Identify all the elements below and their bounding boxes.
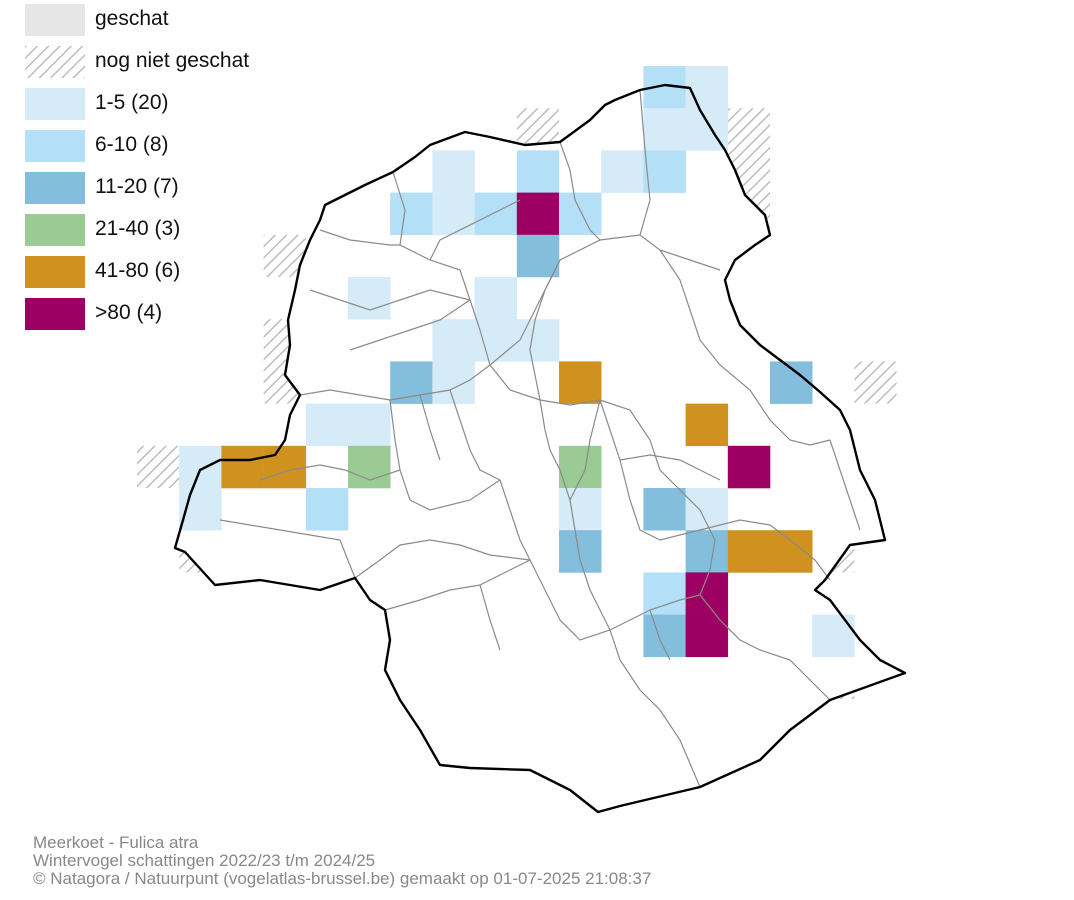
abundance-square [643,488,686,531]
abundance-square [432,192,475,236]
abundance-square [559,445,602,489]
period-text: Wintervogel schattingen 2022/23 t/m 2024… [33,851,376,870]
abundance-square [643,150,686,193]
legend-item-11-20: 11-20 (7) [25,172,345,204]
legend-item-6-10: 6-10 (8) [25,130,345,162]
legend-label: 11-20 (7) [95,175,179,198]
legend-swatch [25,4,85,36]
species-name: Meerkoet - Fulica atra [33,833,199,852]
legend-label: 41-80 (6) [95,259,181,282]
abundance-square [474,192,518,236]
abundance-square [643,572,686,615]
legend-label: geschat [95,7,169,30]
abundance-square [685,530,729,573]
abundance-square [770,530,813,573]
legend-swatch [25,256,85,288]
legend-label: nog niet geschat [95,49,250,72]
abundance-square [516,319,560,362]
abundance-square [390,192,433,236]
abundance-square [685,403,729,447]
legend-label: >80 (4) [95,301,163,324]
legend-item-estimated: geschat [25,4,345,36]
abundance-square [474,277,518,320]
legend-item-21-40: 21-40 (3) [25,214,345,246]
legend-item-41-80: 41-80 (6) [25,256,345,288]
region-border [173,83,907,814]
abundance-square [305,403,349,447]
not-estimated-square [727,108,770,151]
legend-swatch [25,172,85,204]
estimated-squares [179,66,855,658]
abundance-square [643,614,686,658]
abundance-square [348,403,391,447]
legend-label: 6-10 (8) [95,133,169,156]
abundance-square [432,319,475,362]
abundance-square [390,361,433,404]
abundance-square [432,150,475,193]
legend-item-not-estimated: nog niet geschat [25,46,345,78]
abundance-square [305,488,349,531]
legend-item-over-80: >80 (4) [25,298,345,330]
abundance-square [812,614,855,658]
legend-swatch [25,88,85,120]
abundance-square [601,150,644,193]
abundance-square [559,530,602,573]
abundance-square [348,277,391,320]
not-estimated-square [137,445,180,488]
legend-label: 21-40 (3) [95,217,181,240]
abundance-square [685,66,729,109]
abundance-square [348,445,391,489]
abundance-square [179,445,222,489]
legend-label: 1-5 (20) [95,91,169,114]
footer: Meerkoet - Fulica atra Wintervogel schat… [33,834,651,888]
abundance-square [474,319,518,362]
municipality-boundaries [219,89,861,788]
abundance-square [516,150,560,193]
abundance-square [559,488,602,531]
abundance-square [263,445,307,489]
legend-swatch [25,298,85,330]
abundance-square [727,530,771,573]
abundance-square [516,192,560,236]
abundance-square [727,445,771,489]
not-estimated-square [854,361,897,404]
abundance-square [432,361,475,404]
abundance-square [559,192,602,236]
abundance-square [221,445,264,489]
credit-text: © Natagora / Natuurpunt (vogelatlas-brus… [33,869,652,888]
legend-item-1-5: 1-5 (20) [25,88,345,120]
legend-swatch [25,214,85,246]
abundance-square [516,234,560,278]
abundance-square [559,361,602,404]
abundance-square [643,108,686,151]
legend-swatch [25,130,85,162]
legend-swatch [25,46,85,78]
